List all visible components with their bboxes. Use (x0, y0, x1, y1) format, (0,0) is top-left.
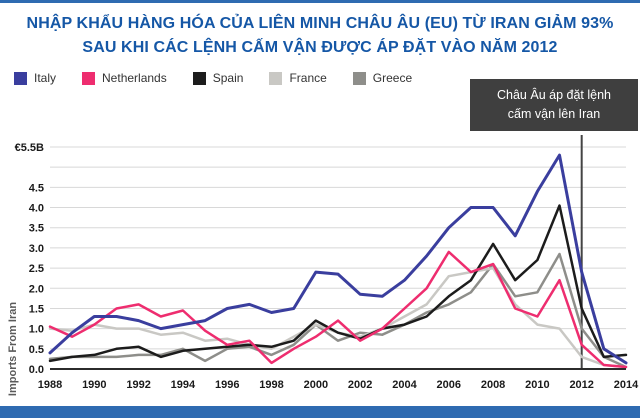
y-tick-label: 4.5 (29, 182, 44, 194)
annotation-line-2: cấm vận lên Iran (507, 107, 601, 121)
x-tick-label: 2008 (481, 379, 505, 391)
x-tick-label: 1990 (82, 379, 106, 391)
y-tick-label: 2.0 (29, 283, 44, 295)
y-tick-label: 3.5 (29, 223, 44, 235)
legend-label: France (289, 71, 327, 85)
legend-item-spain: Spain (192, 71, 244, 85)
x-tick-label: 2006 (437, 379, 461, 391)
y-tick-label: 0.0 (29, 364, 44, 376)
y-tick-label: €5.5B (15, 142, 44, 154)
legend-label: Italy (34, 71, 57, 85)
x-tick-label: 2000 (304, 379, 328, 391)
series-line-netherlands (48, 250, 628, 369)
x-tick-label: 2014 (614, 379, 639, 391)
x-tick-label: 2010 (525, 379, 549, 391)
legend-item-netherlands: Netherlands (82, 71, 167, 85)
x-tick-label: 1996 (215, 379, 239, 391)
title-line-1: NHẬP KHẨU HÀNG HÓA CỦA LIÊN MINH CHÂU ÂU… (26, 15, 614, 32)
legend-item-france: France (269, 71, 327, 85)
legend-label: Netherlands (102, 71, 167, 85)
x-tick-label: 1998 (259, 379, 283, 391)
line-chart-svg: €5.5B 4.5 4.0 3.5 3.0 2.5 2.0 1.5 1.0 0.5 0.0 1988 1… (15, 135, 639, 391)
legend-swatch-icon (192, 71, 206, 85)
y-tick-label: 1.0 (29, 324, 44, 336)
legend-swatch-icon (352, 71, 366, 85)
series-line-greece (48, 252, 628, 369)
legend-label: Greece (372, 71, 413, 85)
x-tick-label: 2004 (392, 379, 417, 391)
x-tick-label: 2002 (348, 379, 372, 391)
x-tick-label: 2012 (569, 379, 593, 391)
legend: Italy Netherlands Spain France Greece (14, 70, 640, 86)
y-tick-label: 0.5 (29, 344, 44, 356)
legend-swatch-icon (269, 71, 283, 85)
legend-swatch-icon (14, 71, 27, 85)
legend-label: Spain (212, 71, 244, 85)
y-tick-label: 1.5 (29, 303, 44, 315)
series-line-france (48, 266, 628, 369)
bottom-accent-bar (0, 406, 640, 418)
y-axis-title: Imports From Iran (7, 301, 19, 397)
y-tick-label: 3.0 (29, 243, 44, 255)
y-tick-label: 4.0 (29, 203, 44, 215)
y-tick-label: 2.5 (29, 263, 44, 275)
legend-item-italy: Italy (14, 71, 56, 85)
x-tick-label: 1994 (171, 379, 196, 391)
page-title: NHẬP KHẨU HÀNG HÓA CỦA LIÊN MINH CHÂU ÂU… (0, 3, 640, 60)
legend-swatch-icon (82, 71, 96, 85)
x-tick-label: 1988 (38, 379, 62, 391)
line-chart: Imports From Iran €5.5B 4.5 4.0 3.5 3.0 2.5 2.… (0, 99, 640, 399)
legend-item-greece: Greece (352, 71, 413, 85)
title-line-2: SAU KHI CÁC LỆNH CẤM VẬN ĐƯỢC ÁP ĐẶT VÀO… (82, 39, 558, 56)
series-line-spain (48, 204, 628, 363)
annotation-line-1: Châu Âu áp đặt lệnh (497, 88, 611, 102)
series-line-italy (48, 153, 628, 365)
sanctions-annotation: Châu Âu áp đặt lệnh cấm vận lên Iran (470, 79, 638, 131)
x-tick-label: 1992 (126, 379, 150, 391)
